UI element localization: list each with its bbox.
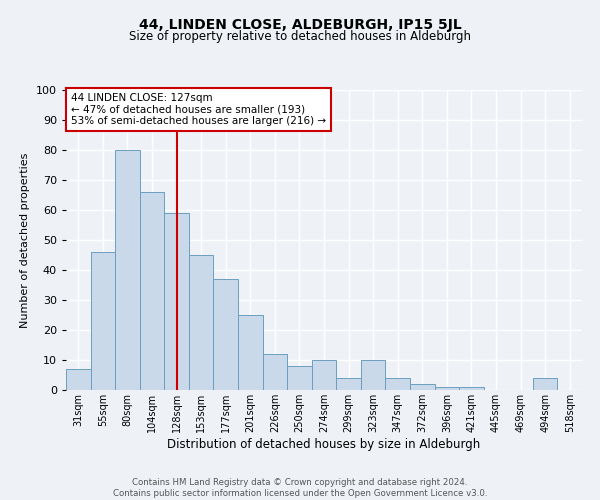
Bar [533,378,557,390]
Bar [361,360,385,390]
Bar [263,354,287,390]
Text: 44, LINDEN CLOSE, ALDEBURGH, IP15 5JL: 44, LINDEN CLOSE, ALDEBURGH, IP15 5JL [139,18,461,32]
Bar [459,387,484,390]
Bar [410,384,434,390]
Bar [164,213,189,390]
X-axis label: Distribution of detached houses by size in Aldeburgh: Distribution of detached houses by size … [167,438,481,450]
Bar [140,192,164,390]
Text: Size of property relative to detached houses in Aldeburgh: Size of property relative to detached ho… [129,30,471,43]
Bar [91,252,115,390]
Text: Contains HM Land Registry data © Crown copyright and database right 2024.
Contai: Contains HM Land Registry data © Crown c… [113,478,487,498]
Bar [312,360,336,390]
Bar [385,378,410,390]
Bar [115,150,140,390]
Bar [189,255,214,390]
Bar [66,369,91,390]
Text: 44 LINDEN CLOSE: 127sqm
← 47% of detached houses are smaller (193)
53% of semi-d: 44 LINDEN CLOSE: 127sqm ← 47% of detache… [71,93,326,126]
Bar [287,366,312,390]
Bar [214,279,238,390]
Y-axis label: Number of detached properties: Number of detached properties [20,152,31,328]
Bar [434,387,459,390]
Bar [238,315,263,390]
Bar [336,378,361,390]
